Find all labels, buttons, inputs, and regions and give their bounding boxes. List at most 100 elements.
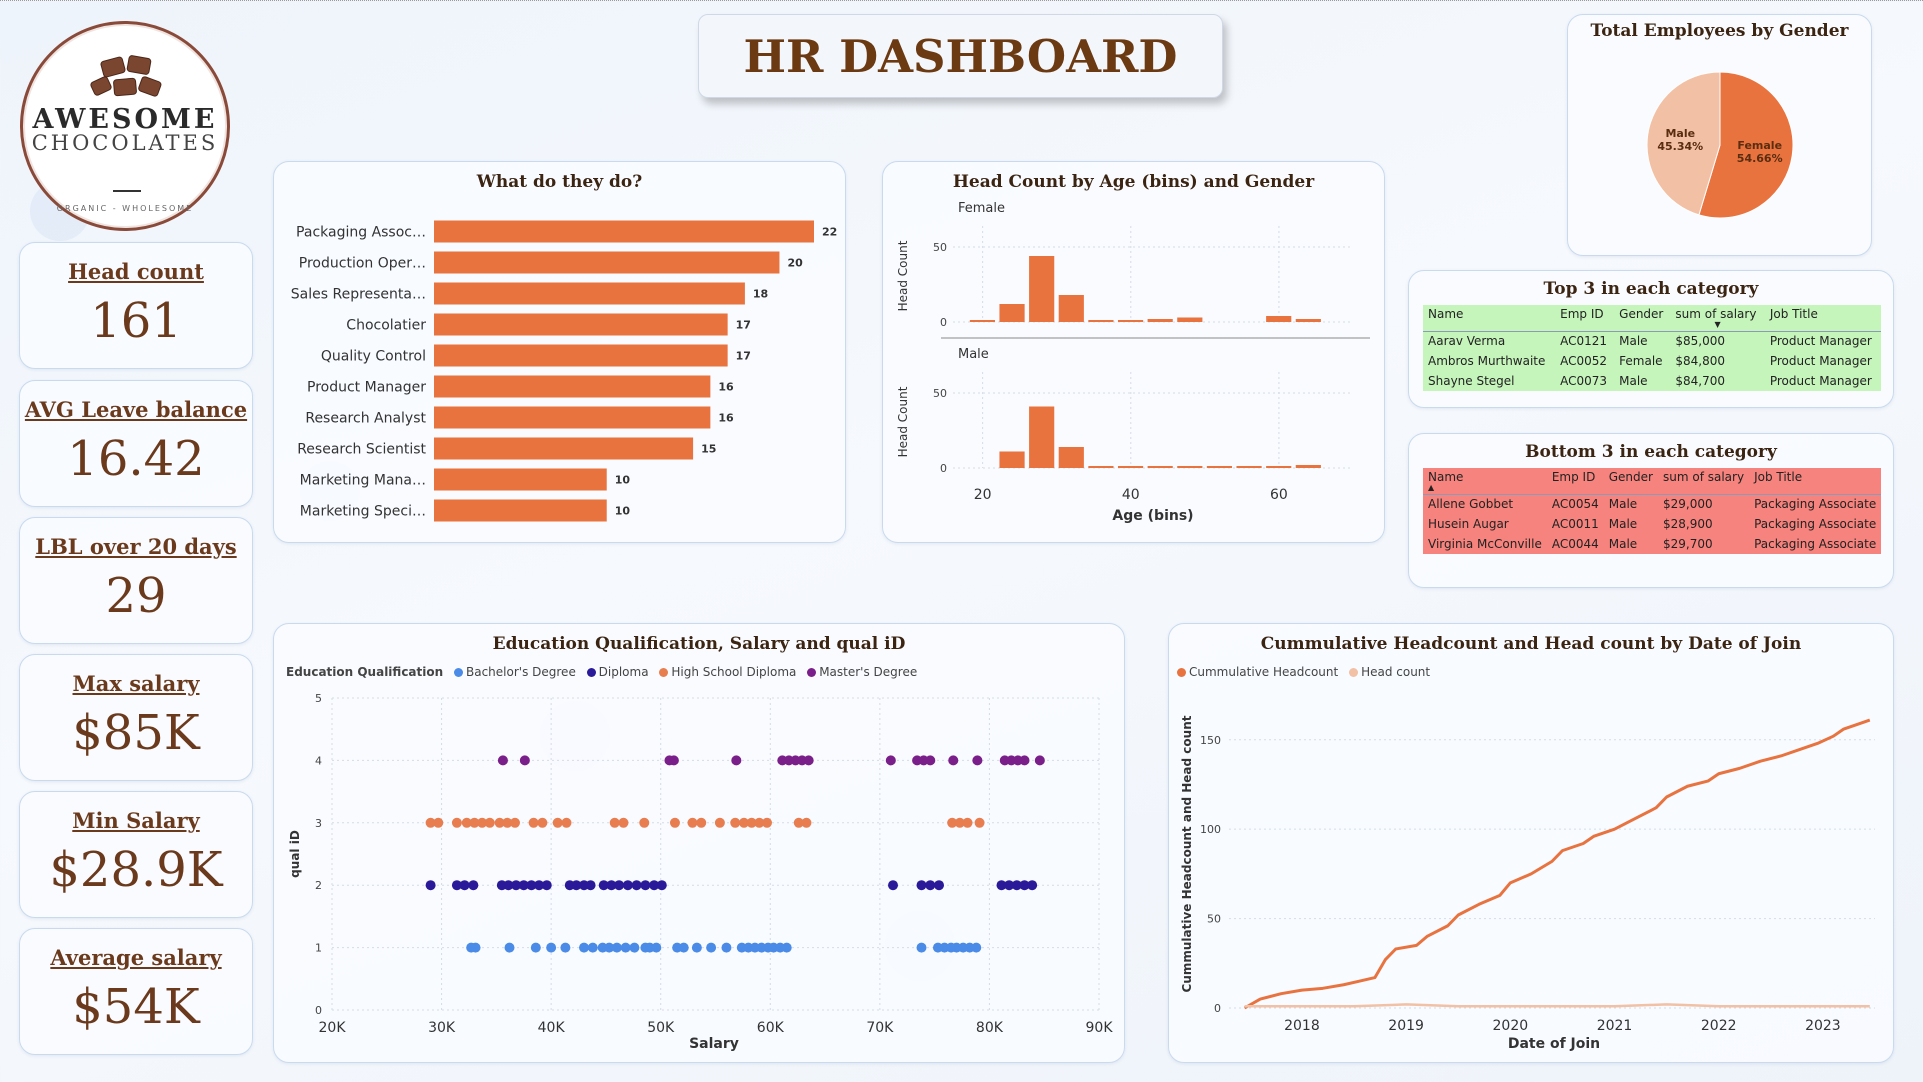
legend-item[interactable]: Master's Degree: [819, 665, 918, 679]
y-tick-label: 0: [315, 1004, 322, 1017]
kpi-label: Min Salary: [72, 808, 200, 833]
scatter-point: [803, 755, 814, 766]
scatter-point: [618, 817, 629, 828]
kpi-value: 161: [90, 293, 182, 349]
column-header[interactable]: Emp ID: [1555, 305, 1615, 332]
scatter-point: [459, 880, 470, 891]
bar: [1117, 320, 1144, 322]
category-label: Research Scientist: [297, 442, 426, 458]
column-header[interactable]: Job Title: [1764, 305, 1881, 332]
kpi-card-min-salary: Min Salary $28.9K: [19, 791, 253, 918]
scatter-point: [714, 817, 725, 828]
legend-item[interactable]: Head count: [1361, 665, 1431, 679]
table-cell: AC0054: [1551, 497, 1599, 512]
category-label: Packaging Assoc…: [296, 225, 426, 241]
chart-title: Education Qualification, Salary and qual…: [492, 634, 906, 654]
x-tick-label: 60: [1270, 487, 1288, 503]
legend-item[interactable]: High School Diploma: [671, 665, 797, 679]
column-header[interactable]: Gender: [1603, 468, 1658, 495]
legend-item[interactable]: Cummulative Headcount: [1189, 665, 1339, 679]
x-tick-label: 60K: [757, 1020, 785, 1036]
table-row[interactable]: Allene Gobbet AC0054 Male $29,000 Packaging …: [1423, 494, 1882, 514]
table-row[interactable]: Husein Augar AC0011 Male $28,900 Packaging A…: [1423, 514, 1882, 534]
table-cell: Male: [1619, 334, 1648, 349]
scatter-point: [731, 755, 742, 766]
y-tick-label: 4: [315, 754, 322, 767]
scatter-point: [585, 880, 596, 891]
logo-tagline: ORGANIC - WHOLESOME: [56, 204, 194, 213]
bottom3-table: Name ▲ Emp ID Gender sum of salary Job Title A…: [1423, 468, 1882, 554]
scatter-point: [696, 817, 707, 828]
bar: [1266, 466, 1292, 468]
pie-slice: [1698, 71, 1794, 219]
data-label: 16: [718, 381, 734, 394]
table-row[interactable]: Shayne Stegel AC0073 Male $84,700 Product Ma…: [1423, 371, 1881, 391]
chocolate-icon: [90, 55, 162, 192]
y-tick-label: 50: [1207, 913, 1221, 926]
chart-title: What do they do?: [476, 172, 643, 192]
legend-dot-icon: [454, 668, 463, 677]
column-header[interactable]: Emp ID: [1546, 468, 1604, 495]
scatter-point: [888, 880, 899, 891]
cumulative-headcount-line: [1243, 718, 1871, 1010]
scatter-point: [754, 817, 765, 828]
scatter-point: [948, 755, 959, 766]
scatter-point: [620, 942, 631, 953]
table-cell: Aarav Verma: [1428, 334, 1506, 349]
legend-item[interactable]: Bachelor's Degree: [466, 665, 576, 679]
scatter-point: [497, 755, 508, 766]
table-cell: AC0121: [1560, 334, 1608, 349]
scatter-point: [451, 880, 462, 891]
data-label: 18: [753, 288, 768, 301]
bar: [1029, 406, 1055, 468]
scatter-point: [425, 817, 436, 828]
kpi-card-avg-salary: Average salary $54K: [19, 928, 253, 1055]
table-row[interactable]: Ambros Murthwaite AC0052 Female $84,800 Prod…: [1423, 351, 1881, 371]
column-header[interactable]: sum of salary: [1657, 468, 1750, 495]
scatter-point: [611, 942, 622, 953]
table-cell: Product Manager: [1769, 374, 1872, 388]
table-cell: $29,000: [1662, 497, 1713, 512]
table-title: Bottom 3 in each category: [1525, 442, 1777, 462]
table-row[interactable]: Aarav Verma AC0121 Male $85,000 Product Mana…: [1423, 331, 1881, 351]
kpi-label: Average salary: [50, 945, 222, 970]
slice-label: Male: [1665, 127, 1695, 140]
bar: [1029, 256, 1055, 322]
sort-arrow-icon[interactable]: ▼: [1714, 320, 1721, 329]
kpi-label: AVG Leave balance: [24, 397, 248, 422]
scatter-point: [925, 880, 936, 891]
scatter-point: [534, 880, 545, 891]
x-tick-label: 70K: [866, 1020, 894, 1036]
scatter-point: [640, 880, 651, 891]
y-tick-label: 1: [315, 942, 322, 955]
bar: [1088, 320, 1114, 322]
scatter-point: [916, 880, 927, 891]
bar: [1206, 466, 1233, 468]
gender-pie-card: Total Employees by Gender Female 54.66% Ma…: [1567, 14, 1872, 256]
y-axis-label: Head Count: [896, 386, 910, 457]
scatter-point: [1019, 880, 1030, 891]
line-legend: Cummulative Headcount Head count: [1177, 665, 1430, 679]
scatter-point: [461, 817, 472, 828]
y-axis-label: qual iD: [288, 830, 302, 878]
y-tick-label: 3: [315, 817, 322, 830]
scatter-point: [1019, 755, 1030, 766]
scatter-point: [706, 942, 717, 953]
column-header[interactable]: sum of salary ▼: [1670, 305, 1765, 332]
column-header[interactable]: Name ▲: [1423, 468, 1547, 495]
slice-label: Female: [1737, 139, 1782, 152]
x-tick-label: 2019: [1388, 1018, 1424, 1034]
scatter-point: [781, 942, 792, 953]
column-header[interactable]: Name: [1423, 305, 1556, 332]
scatter-point: [1027, 880, 1038, 891]
x-tick-label: 20K: [319, 1020, 347, 1036]
scatter-point: [541, 880, 552, 891]
column-header[interactable]: Gender: [1614, 305, 1671, 332]
scatter-point: [561, 817, 572, 828]
legend-item[interactable]: Diploma: [598, 665, 649, 679]
table-row[interactable]: Virginia McConville AC0044 Male $29,700 Pack…: [1423, 534, 1882, 554]
sort-arrow-icon[interactable]: ▲: [1428, 483, 1435, 492]
column-header[interactable]: Job Title: [1749, 468, 1882, 495]
x-axis-label: Age (bins): [1112, 508, 1193, 524]
bar: [1295, 319, 1321, 322]
